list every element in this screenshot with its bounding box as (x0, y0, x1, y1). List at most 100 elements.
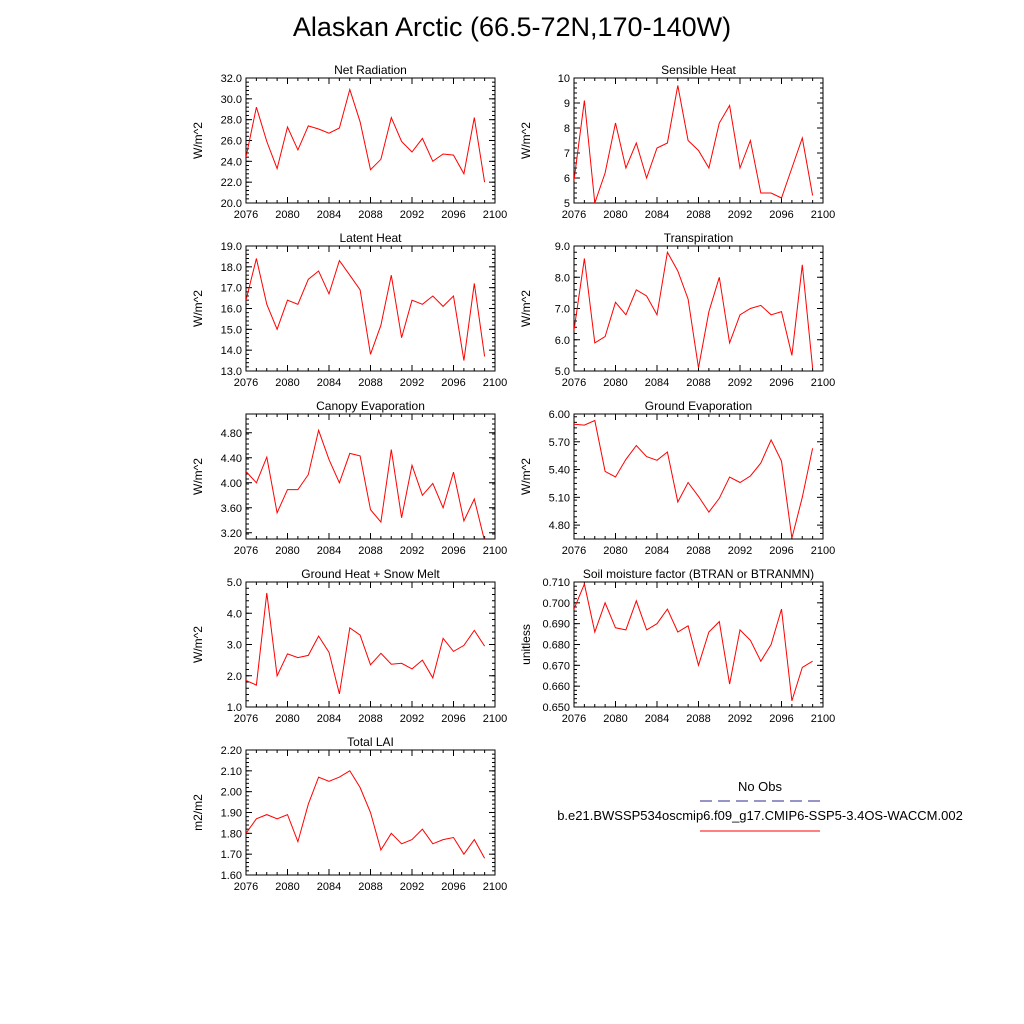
x-tick-label: 2080 (275, 881, 299, 893)
y-tick-label: 15.0 (221, 324, 242, 336)
x-tick-label: 2092 (400, 545, 424, 557)
y-tick-label: 30.0 (221, 94, 242, 106)
x-tick-label: 2088 (358, 713, 382, 725)
x-tick-label: 2076 (234, 881, 258, 893)
y-tick-label: 4.80 (549, 520, 570, 532)
y-tick-label: 2.20 (221, 745, 242, 757)
x-tick-label: 2100 (811, 377, 835, 389)
x-tick-label: 2084 (645, 377, 669, 389)
x-tick-label: 2076 (562, 377, 586, 389)
y-tick-label: 4.40 (221, 453, 242, 465)
y-tick-label: 7.0 (555, 304, 570, 316)
panel-sensible-heat: 2076 2080 2084 2088 2092 2096 2100 5 6 7 8 9 10 Sensi… (519, 63, 835, 221)
x-tick-label: 2080 (275, 209, 299, 221)
x-tick-label: 2076 (562, 545, 586, 557)
y-tick-label: 9.0 (555, 241, 570, 253)
x-tick-label: 2092 (728, 545, 752, 557)
y-axis-label: m2/m2 (191, 794, 205, 831)
y-tick-label: 3.60 (221, 503, 242, 515)
x-tick-label: 2100 (483, 881, 507, 893)
x-tick-label: 2080 (603, 209, 627, 221)
series-line (246, 87, 486, 183)
panel-ground-evaporation: 2076 2080 2084 2088 2092 2096 2100 4.80 5.10 5.40… (519, 399, 835, 557)
y-tick-label: 26.0 (221, 136, 242, 148)
series-line (574, 250, 814, 368)
x-tick-label: 2084 (317, 377, 341, 389)
series-line (246, 258, 486, 361)
y-axis-label: W/m^2 (191, 458, 205, 495)
series-line (246, 428, 485, 539)
y-tick-label: 5.10 (549, 492, 570, 504)
x-tick-label: 2088 (686, 713, 710, 725)
y-tick-label: 8.0 (555, 272, 570, 284)
panel-soil-moisture-factor-btran-or-btranmn: 2076 2080 2084 2088 2092 2096 2100 0.650 0.660 0.… (519, 567, 835, 725)
y-tick-label: 8 (564, 123, 570, 135)
y-tick-label: 1.80 (221, 828, 242, 840)
y-tick-label: 0.670 (542, 660, 570, 672)
x-tick-label: 2096 (769, 377, 793, 389)
series-line (246, 592, 486, 695)
plot-frame (245, 77, 496, 204)
y-tick-label: 16.0 (221, 304, 242, 316)
plot-frame (573, 413, 824, 540)
x-tick-label: 2096 (441, 377, 465, 389)
x-tick-label: 2088 (686, 377, 710, 389)
x-tick-label: 2088 (686, 545, 710, 557)
x-tick-label: 2076 (234, 545, 258, 557)
y-tick-label: 6.0 (555, 335, 570, 347)
y-tick-label: 5.0 (555, 366, 570, 378)
x-tick-label: 2096 (441, 209, 465, 221)
y-tick-label: 1.90 (221, 808, 242, 820)
y-tick-label: 5.70 (549, 437, 570, 449)
y-tick-label: 22.0 (221, 177, 242, 189)
panel-transpiration: 2076 2080 2084 2088 2092 2096 2100 5.0 6.0 7.0 8.0… (519, 231, 835, 389)
x-tick-label: 2100 (811, 545, 835, 557)
y-tick-label: 20.0 (221, 198, 242, 210)
x-tick-label: 2092 (400, 713, 424, 725)
panel-net-radiation: 2076 2080 2084 2088 2092 2096 2100 20.0 22.0 24.0… (191, 63, 507, 221)
x-tick-label: 2084 (645, 713, 669, 725)
y-tick-label: 0.650 (542, 702, 570, 714)
x-tick-label: 2100 (811, 209, 835, 221)
panel-title: Ground Evaporation (645, 399, 752, 413)
y-tick-label: 32.0 (221, 73, 242, 85)
panel-title: Net Radiation (334, 63, 407, 77)
y-axis-label: W/m^2 (191, 290, 205, 327)
panel-title: Transpiration (664, 231, 734, 245)
x-tick-label: 2080 (603, 545, 627, 557)
y-tick-label: 4.80 (221, 428, 242, 440)
y-tick-label: 5.0 (227, 577, 242, 589)
panel-title: Latent Heat (339, 231, 402, 245)
y-tick-label: 18.0 (221, 262, 242, 274)
y-tick-label: 0.690 (542, 619, 570, 631)
y-tick-label: 4.00 (221, 478, 242, 490)
x-tick-label: 2084 (317, 545, 341, 557)
x-tick-label: 2084 (645, 209, 669, 221)
x-tick-label: 2092 (728, 377, 752, 389)
panel-title: Soil moisture factor (BTRAN or BTRANMN) (583, 567, 814, 581)
series-line (574, 419, 814, 539)
x-tick-label: 2088 (358, 881, 382, 893)
y-axis-label: unitless (519, 624, 533, 665)
y-tick-label: 17.0 (221, 283, 242, 295)
y-tick-label: 14.0 (221, 345, 242, 357)
y-tick-label: 2.10 (221, 766, 242, 778)
x-tick-label: 2088 (358, 209, 382, 221)
x-tick-label: 2084 (317, 209, 341, 221)
panel-latent-heat: 2076 2080 2084 2088 2092 2096 2100 13.0 14.0 15.0… (191, 231, 507, 389)
y-tick-label: 0.710 (542, 577, 570, 589)
panel-title: Ground Heat + Snow Melt (301, 567, 440, 581)
y-tick-label: 19.0 (221, 241, 242, 253)
x-tick-label: 2100 (483, 377, 507, 389)
plot-frame (245, 581, 496, 708)
x-tick-label: 2076 (562, 209, 586, 221)
x-tick-label: 2096 (441, 713, 465, 725)
plot-frame (245, 413, 496, 540)
y-axis-label: W/m^2 (191, 626, 205, 663)
x-tick-label: 2100 (483, 713, 507, 725)
y-tick-label: 0.680 (542, 640, 570, 652)
y-axis-label: W/m^2 (191, 122, 205, 159)
x-tick-label: 2080 (603, 377, 627, 389)
x-tick-label: 2076 (234, 377, 258, 389)
